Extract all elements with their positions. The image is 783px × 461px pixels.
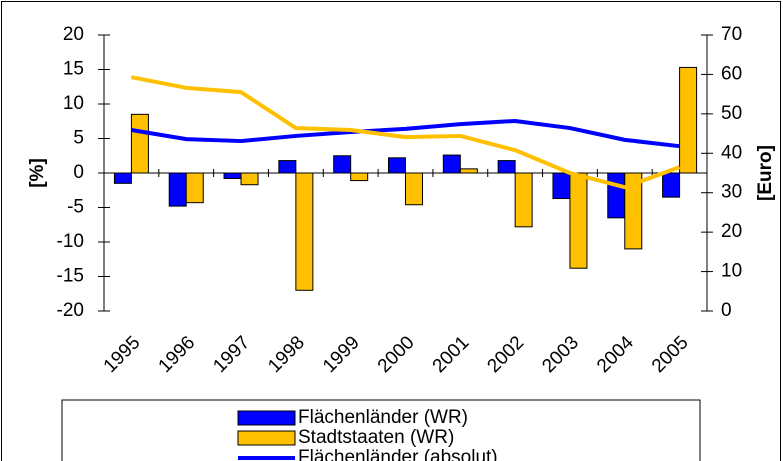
y2-tick-label: 50 — [721, 103, 742, 124]
legend-box — [61, 399, 701, 461]
bar — [278, 160, 297, 174]
legend-label: Stadtstaaten (WR) — [298, 427, 454, 448]
y2-tick-label: 70 — [721, 24, 742, 45]
legend-swatch — [237, 430, 296, 446]
y-tick-label: -20 — [57, 300, 84, 321]
bar — [607, 172, 626, 219]
bar — [514, 172, 533, 228]
y-tick-label: -10 — [57, 231, 84, 252]
bar — [552, 172, 571, 200]
y-tick-label: 10 — [63, 93, 84, 114]
bar — [388, 157, 406, 174]
bar — [459, 168, 478, 174]
bar — [662, 172, 681, 198]
y-axis-label: [%] — [27, 158, 48, 188]
y2-tick-label: 30 — [721, 182, 742, 203]
bar — [240, 172, 259, 186]
y2-tick-label: 60 — [721, 63, 742, 84]
bar — [569, 172, 588, 269]
bar — [185, 172, 204, 204]
bar — [624, 172, 643, 250]
y-tick-label: 0 — [73, 162, 84, 183]
y-tick-label: 15 — [63, 59, 84, 80]
y-tick-label: 20 — [63, 24, 84, 45]
y2-axis-label: [Euro] — [755, 145, 776, 201]
y-tick-label: 5 — [73, 128, 84, 149]
legend-swatch — [237, 410, 296, 426]
line — [131, 75, 681, 190]
bar — [405, 172, 423, 206]
bar — [130, 113, 149, 174]
legend-label: Flächenländer (WR) — [298, 407, 468, 428]
bar — [113, 172, 132, 184]
y-tick-label: -15 — [57, 266, 84, 287]
bar — [442, 154, 461, 174]
y2-tick-label: 0 — [721, 300, 732, 321]
line — [131, 118, 680, 149]
y2-tick-label: 20 — [721, 221, 742, 242]
y-tick-label: -5 — [67, 197, 84, 218]
bar — [350, 172, 369, 182]
y2-tick-label: 40 — [721, 142, 742, 163]
bar — [223, 172, 242, 180]
bar — [497, 160, 516, 174]
y2-tick-label: 10 — [721, 261, 742, 282]
bar — [679, 66, 698, 174]
bar — [333, 155, 352, 174]
bar — [168, 172, 187, 207]
legend-label: Flächenländer (absolut) — [298, 447, 498, 461]
bar — [295, 172, 314, 291]
